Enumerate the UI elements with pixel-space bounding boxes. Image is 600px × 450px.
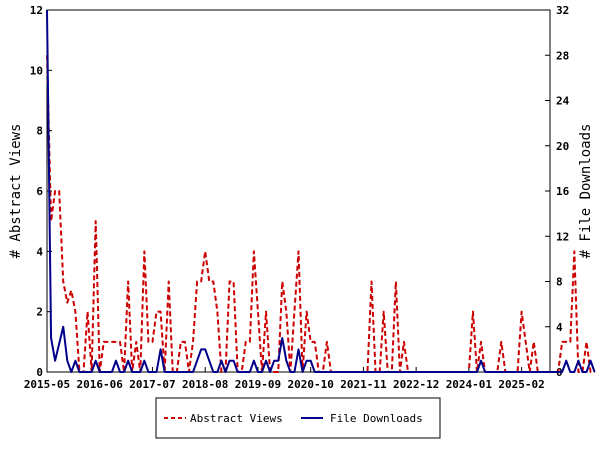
x-tick-label: 2024-01 — [446, 378, 493, 391]
x-tick-label: 2018-08 — [182, 378, 228, 391]
legend-label-abstract-views: Abstract Views — [190, 412, 283, 425]
right-tick-label: 12 — [556, 230, 569, 243]
x-tick-label: 2019-09 — [235, 378, 281, 391]
x-tick-label: 2025-02 — [498, 378, 544, 391]
left-axis-title: # Abstract Views — [8, 124, 24, 259]
legend: Abstract Views File Downloads — [155, 397, 441, 439]
plot-area — [46, 9, 551, 373]
left-tick-label: 10 — [30, 64, 43, 77]
x-tick-label: 2021-11 — [340, 378, 387, 391]
series-line-file-downloads — [46, 9, 596, 373]
right-tick-label: 32 — [556, 4, 569, 17]
legend-label-file-downloads: File Downloads — [330, 412, 423, 425]
x-tick-label: 2022-12 — [393, 378, 439, 391]
legend-box — [155, 397, 441, 439]
left-tick-label: 0 — [36, 366, 43, 379]
left-tick-label: 4 — [36, 245, 43, 258]
right-tick-label: 24 — [556, 95, 570, 108]
left-tick-label: 8 — [36, 125, 43, 138]
left-tick-label: 6 — [36, 185, 43, 198]
right-tick-label: 20 — [556, 140, 569, 153]
right-tick-label: 28 — [556, 49, 569, 62]
x-tick-label: 2017-07 — [129, 378, 175, 391]
left-tick-label: 12 — [30, 4, 43, 17]
right-axis-title: # File Downloads — [578, 124, 594, 259]
x-tick-label: 2016-06 — [77, 378, 124, 391]
x-tick-label: 2020-10 — [287, 378, 333, 391]
right-tick-label: 16 — [556, 185, 570, 198]
right-tick-label: 4 — [556, 321, 563, 334]
left-tick-label: 2 — [36, 306, 43, 319]
left-axis: 0 2 4 6 8 10 12 — [30, 4, 52, 379]
x-axis: 2015-05 2016-06 2017-07 2018-08 2019-09 2020-… — [24, 367, 545, 391]
right-tick-label: 8 — [556, 276, 563, 289]
series-layer — [46, 9, 596, 373]
x-tick-label: 2015-05 — [24, 378, 70, 391]
